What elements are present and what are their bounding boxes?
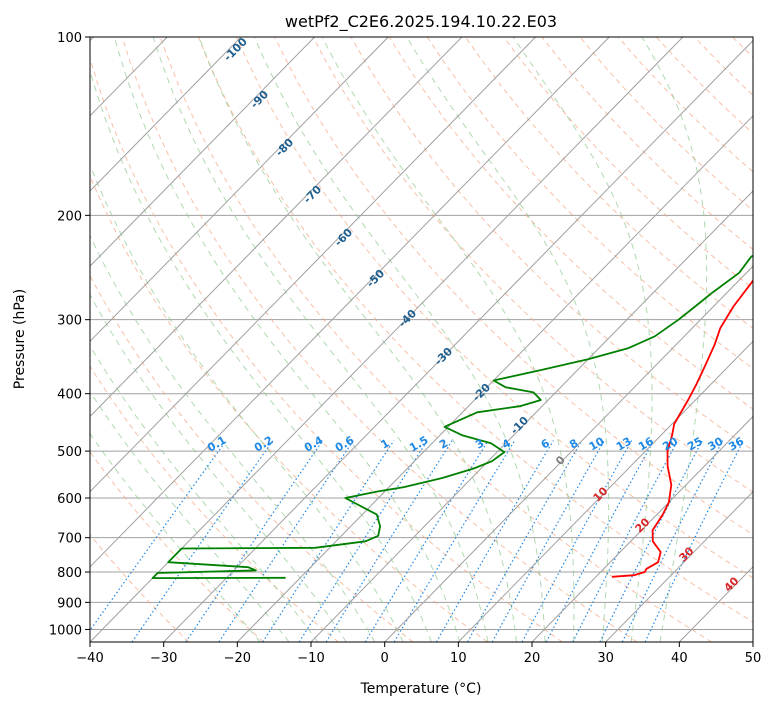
profile-series <box>151 254 753 579</box>
isotherm-line <box>457 340 753 642</box>
mixing-ratio-line <box>131 440 274 642</box>
mixing-ratio-line <box>466 440 583 642</box>
isotherm-line <box>310 190 753 642</box>
mixing-ratio-line <box>491 440 605 642</box>
isotherm-line <box>236 115 753 642</box>
x-tick-label: −20 <box>224 651 251 666</box>
isotherm-line <box>531 415 753 642</box>
x-axis-ticks: −40 −30 −20 −10 0 10 20 30 40 50 <box>76 642 761 666</box>
moist-adiabat-line <box>198 37 517 642</box>
dewpoint-profile-line <box>151 254 753 579</box>
isotherm-line <box>163 39 753 642</box>
y-tick-label: 900 <box>57 596 82 611</box>
moist-adiabat-line <box>90 163 404 642</box>
plot-background <box>90 37 753 642</box>
dry-adiabat-line <box>312 37 753 493</box>
y-tick-label: 100 <box>57 31 82 46</box>
mixing-ratio-line <box>599 440 703 642</box>
chart-title: wetPf2_C2E6.2025.194.10.22.E03 <box>285 12 557 32</box>
dry-adiabat-line <box>426 37 753 370</box>
dry-adiabat-line <box>121 37 638 642</box>
moist-adiabats <box>90 37 708 642</box>
mixing-ratio-lines <box>90 440 744 642</box>
isotherm-line <box>90 37 242 192</box>
mixing-ratio-line <box>185 440 324 642</box>
moist-adiabat-line <box>321 37 575 642</box>
x-tick-label: −10 <box>297 651 324 666</box>
mixing-ratio-line <box>644 440 744 642</box>
x-tick-label: 20 <box>524 651 541 666</box>
mixing-ratio-line <box>325 440 453 642</box>
y-tick-label: 600 <box>57 492 82 507</box>
y-tick-label: 700 <box>57 532 82 547</box>
y-tick-label: 500 <box>57 445 82 460</box>
temperature-profile-line <box>612 278 753 578</box>
mixing-ratio-line <box>621 440 724 642</box>
y-tick-label: 400 <box>57 388 82 403</box>
x-tick-label: 10 <box>450 651 467 666</box>
x-tick-label: 30 <box>597 651 614 666</box>
isotherm-line <box>752 641 753 642</box>
isotherm-line <box>90 37 463 418</box>
isotherm-line <box>384 265 753 642</box>
dry-adiabat-line <box>90 365 339 642</box>
moist-adiabat-line <box>253 37 546 642</box>
y-tick-label: 300 <box>57 314 82 329</box>
mixing-ratio-line <box>218 440 354 642</box>
x-tick-label: −40 <box>76 651 103 666</box>
y-tick-label: 800 <box>57 566 82 581</box>
mixing-ratio-line <box>435 440 554 642</box>
dry-adiabat-line <box>90 56 563 642</box>
dry-adiabat-line <box>771 37 775 642</box>
y-axis-ticks: 100 200 300 400 500 600 700 800 900 1000 <box>49 31 90 638</box>
moist-adiabat-line <box>152 37 489 642</box>
x-tick-label: 40 <box>671 651 688 666</box>
moist-adiabat-line <box>90 234 376 642</box>
y-tick-label: 200 <box>57 209 82 224</box>
isotherm-line <box>90 37 684 642</box>
mixing-ratio-line <box>90 440 227 632</box>
isotherm-line <box>90 37 610 568</box>
moist-adiabat-line <box>90 432 261 642</box>
mixing-ratio-line <box>521 440 633 642</box>
moist-adiabat-line <box>512 37 653 642</box>
isotherm-line <box>90 37 389 343</box>
isotherm-line <box>90 37 315 267</box>
isotherm-line <box>605 490 753 642</box>
moist-adiabat-line <box>113 37 461 642</box>
mixing-ratio-line <box>298 440 429 642</box>
moist-adiabat-line <box>641 37 708 642</box>
isotherm-line <box>90 37 536 493</box>
mixing-ratio-line <box>364 440 489 642</box>
moist-adiabat-line <box>90 344 319 642</box>
moist-adiabat-line <box>90 390 290 642</box>
moist-adiabat-line <box>90 68 432 642</box>
mixing-ratio-line <box>262 440 395 642</box>
x-axis-label: Temperature (°C) <box>360 681 482 697</box>
moist-adiabat-line <box>406 37 610 642</box>
x-tick-label: 0 <box>381 651 389 666</box>
plot-frame <box>89 36 754 643</box>
x-tick-label: 50 <box>745 651 762 666</box>
y-tick-label: 1000 <box>49 623 82 638</box>
isotherm-grid <box>90 37 753 642</box>
y-axis-label: Pressure (hPa) <box>12 289 28 389</box>
dry-adiabat-line <box>90 274 414 642</box>
x-tick-label: −30 <box>150 651 177 666</box>
